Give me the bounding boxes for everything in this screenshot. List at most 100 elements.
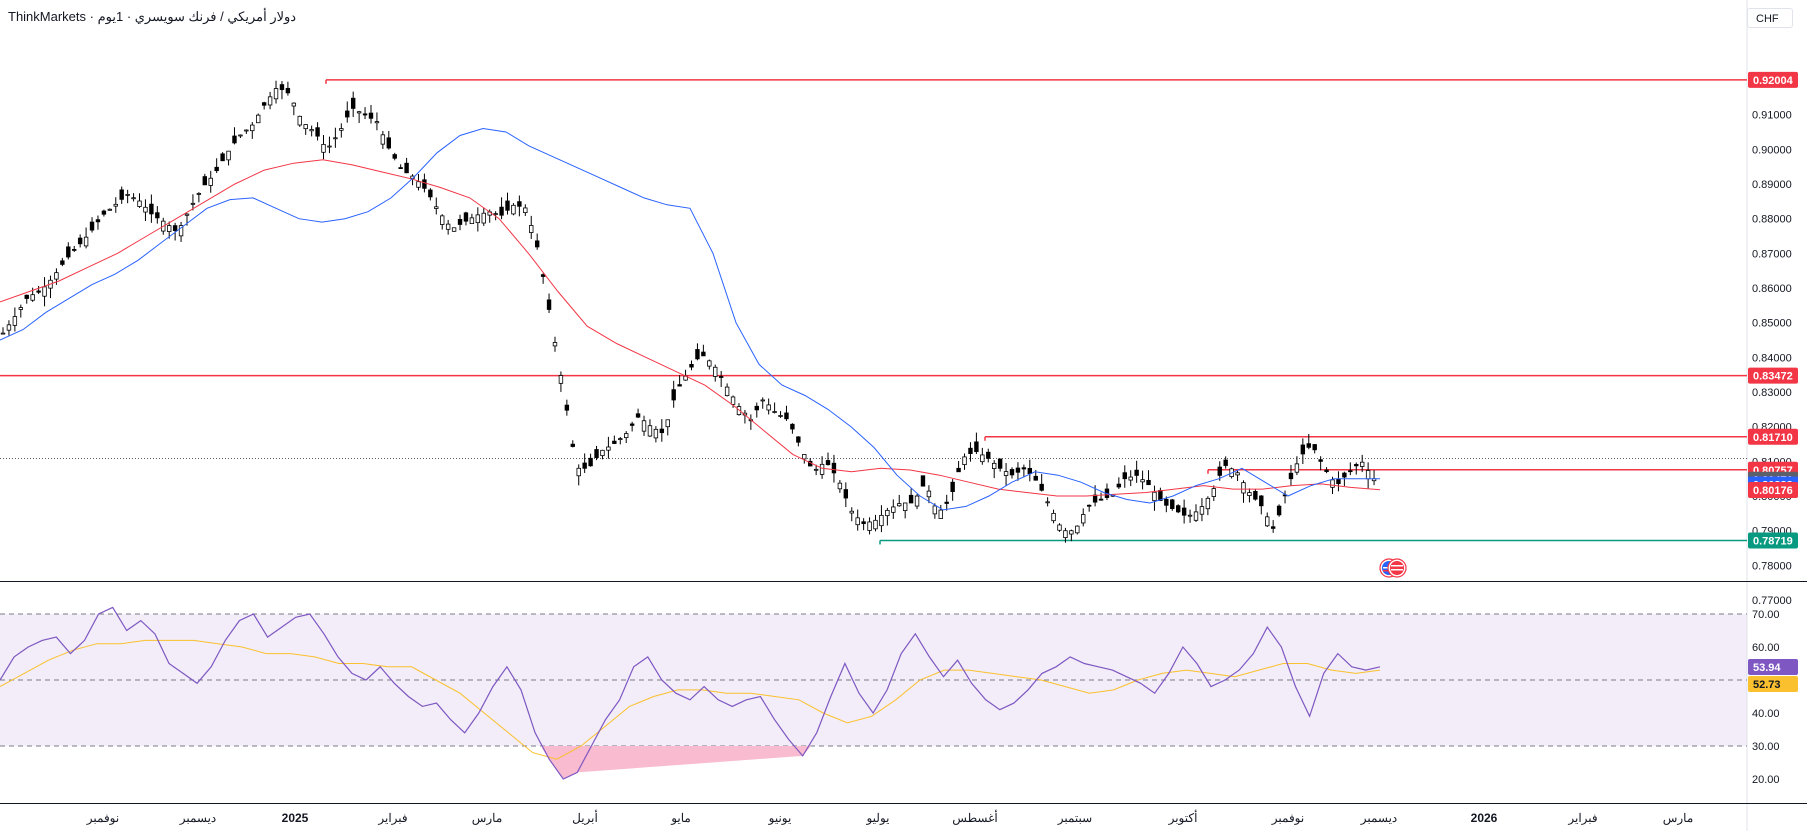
- candle-body: [813, 468, 819, 471]
- candle-body: [707, 360, 712, 367]
- candle-body: [172, 225, 178, 231]
- candle-body: [208, 177, 213, 186]
- candle-body: [6, 324, 12, 331]
- candle-body: [1075, 525, 1080, 534]
- candle-body: [1270, 526, 1276, 529]
- candle-body: [350, 97, 356, 109]
- ema-slow-line: [0, 159, 1381, 497]
- candle-body: [131, 197, 136, 200]
- rsi-tick-label: 20.00: [1752, 774, 1780, 786]
- price-tag-bg: [1748, 676, 1798, 692]
- candle-body: [232, 135, 237, 144]
- candle-body: [1241, 482, 1246, 494]
- candle-body: [1288, 472, 1294, 480]
- candle-body: [107, 208, 113, 211]
- candle-body: [24, 294, 29, 299]
- candle-body: [60, 260, 65, 265]
- price-tick-label: 0.78000: [1752, 560, 1792, 572]
- candle-body: [677, 384, 682, 387]
- candle-body: [1276, 505, 1282, 516]
- candle-body: [95, 219, 101, 223]
- price-axis[interactable]: 0.920000.910000.900000.890000.880000.870…: [1752, 75, 1792, 607]
- candle-body: [1324, 469, 1329, 473]
- candle-body: [214, 166, 219, 172]
- candle-body: [333, 137, 338, 140]
- time-tick-label: فبراير: [1567, 811, 1597, 825]
- horizontal-levels[interactable]: [0, 79, 1747, 545]
- candle-body: [1211, 488, 1217, 497]
- candle-body: [368, 112, 374, 119]
- candle-body: [398, 167, 403, 169]
- candle-body: [345, 110, 350, 118]
- candle-body: [932, 505, 938, 515]
- candle-body: [339, 128, 344, 131]
- candle-body: [202, 176, 208, 186]
- price-tag-label: 0.83472: [1753, 371, 1793, 383]
- us-event-flag-icon[interactable]: [1379, 558, 1407, 578]
- candle-body: [261, 102, 267, 106]
- candle-body: [422, 179, 427, 189]
- price-tag-bg: [1748, 367, 1798, 384]
- candle-body: [392, 154, 397, 159]
- candle-body: [695, 349, 700, 360]
- rsi-oversold-fill: [540, 746, 812, 779]
- candle-body: [1354, 464, 1359, 467]
- candle-body: [445, 223, 451, 230]
- rsi-tick-label: 40.00: [1752, 708, 1780, 720]
- price-tick-label: 0.84000: [1752, 352, 1792, 364]
- candle-body: [802, 454, 807, 460]
- candle-body: [54, 272, 59, 280]
- candle-body: [1342, 472, 1347, 478]
- candle-body: [772, 411, 777, 413]
- candle-body: [908, 494, 914, 504]
- price-tag-label: 0.92004: [1753, 75, 1794, 87]
- candlestick-series: [0, 80, 1377, 543]
- candle-body: [178, 225, 184, 237]
- candle-body: [1003, 471, 1009, 476]
- rsi-line: [0, 606, 1381, 780]
- candle-body: [914, 495, 920, 507]
- price-tick-label: 0.86000: [1752, 283, 1792, 295]
- candle-body: [505, 200, 510, 211]
- candle-body: [837, 482, 843, 490]
- candle-body: [291, 102, 297, 107]
- candle-body: [481, 212, 486, 224]
- candle-body: [428, 189, 433, 198]
- candle-body: [517, 201, 522, 207]
- candle-body: [624, 433, 629, 439]
- candle-body: [962, 456, 967, 466]
- candle-body: [250, 124, 255, 132]
- candle-body: [701, 351, 706, 357]
- candle-body: [1045, 501, 1050, 504]
- candle-body: [659, 428, 665, 434]
- candle-body: [558, 375, 564, 384]
- time-tick-label: سبتمبر: [1057, 811, 1092, 825]
- candle-body: [18, 307, 24, 310]
- candle-body: [1063, 530, 1068, 539]
- candle-body: [125, 194, 130, 196]
- candle-body: [244, 129, 249, 132]
- candle-body: [190, 202, 196, 205]
- candle-body: [1365, 470, 1371, 480]
- candle-body: [588, 457, 593, 467]
- candle-body: [1247, 492, 1252, 496]
- candle-body: [885, 510, 890, 517]
- candle-body: [647, 425, 653, 437]
- candle-body: [149, 203, 154, 215]
- candle-body: [184, 213, 190, 216]
- candle-body: [499, 206, 504, 216]
- price-tag-bg: [1748, 428, 1798, 445]
- candle-body: [997, 458, 1003, 469]
- candle-body: [36, 290, 41, 293]
- currency-button[interactable]: CHF: [1747, 8, 1793, 28]
- time-axis[interactable]: نوفمبر ديسمبر 2025 فبراير مارس أبريل مايو يونيو…: [86, 810, 1694, 825]
- candle-body: [980, 454, 985, 463]
- candle-body: [416, 181, 421, 188]
- candle-body: [303, 124, 308, 130]
- candle-body: [944, 501, 949, 504]
- candle-body: [267, 96, 273, 106]
- candle-body: [1193, 511, 1199, 521]
- candle-body: [1033, 475, 1038, 481]
